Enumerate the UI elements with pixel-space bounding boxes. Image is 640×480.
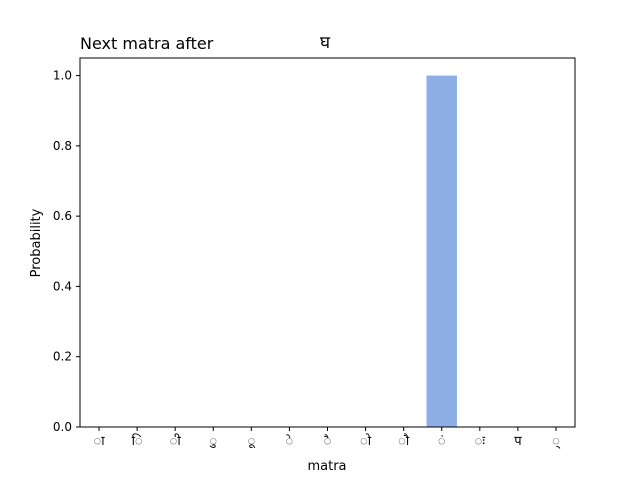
x-tick-label: ं	[438, 434, 446, 449]
x-tick-label: ौ	[398, 433, 410, 449]
bars-group	[426, 75, 457, 427]
y-axis-ticks: 0.0 0.2 0.4 0.6 0.8 1.0	[53, 69, 80, 434]
x-tick-label: ः	[475, 434, 486, 449]
x-tick-label: ै	[324, 434, 332, 449]
bar	[426, 75, 457, 427]
x-tick-label: े	[286, 434, 294, 449]
x-axis-ticks: ािीुूेैोौंः प्	[93, 427, 561, 449]
x-tick-label: ि	[132, 433, 143, 449]
y-tick-label: 0.4	[53, 279, 72, 293]
y-axis-label: Probability	[29, 208, 44, 277]
x-tick-label: ु	[209, 434, 217, 449]
x-tick-label: प	[514, 434, 522, 449]
y-tick-label: 1.0	[53, 69, 72, 83]
y-tick-label: 0.8	[53, 139, 72, 153]
x-axis-label: matra	[307, 459, 346, 474]
x-tick-label: ा	[93, 434, 105, 449]
chart-title: Next matra after	[80, 34, 214, 53]
y-tick-label: 0.0	[53, 420, 72, 434]
y-tick-label: 0.6	[53, 209, 72, 223]
y-tick-label: 0.2	[53, 350, 72, 364]
x-tick-label: ी	[170, 433, 182, 449]
x-tick-label: ्	[552, 434, 561, 449]
x-tick-label: ू	[247, 434, 255, 449]
x-tick-label: ो	[360, 433, 372, 449]
plot-frame	[79, 57, 576, 428]
chart-title-glyph: घ	[320, 33, 331, 53]
